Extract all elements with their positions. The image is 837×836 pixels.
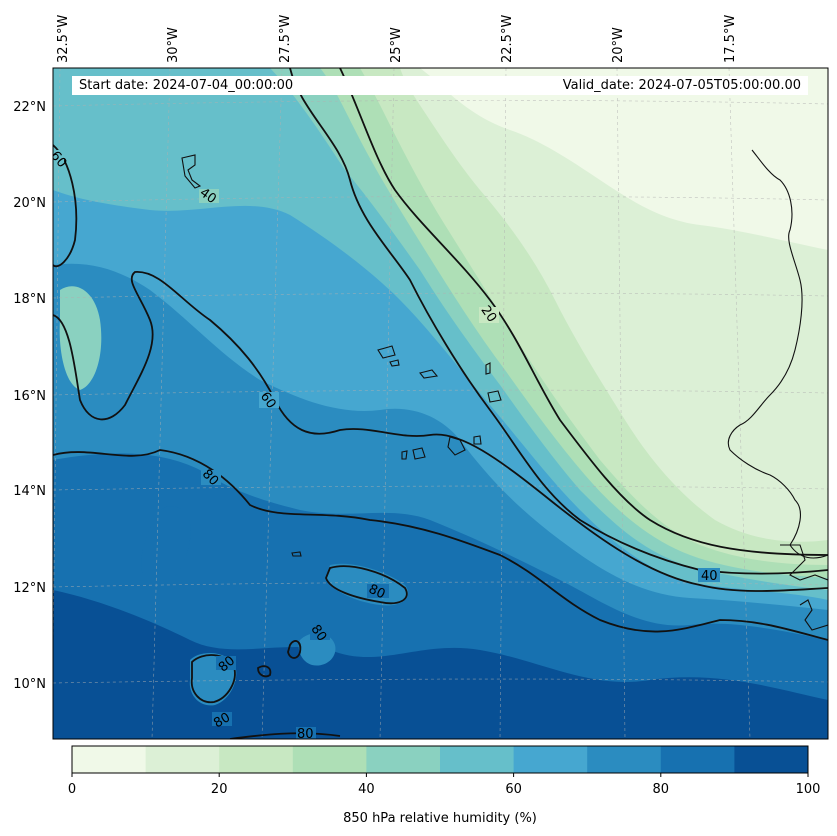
latitude-label: 16°N bbox=[13, 389, 46, 404]
humidity-band-0-10 bbox=[420, 68, 828, 250]
longitude-label: 27.5°W bbox=[278, 15, 293, 63]
contour-line-40 bbox=[53, 144, 78, 268]
island bbox=[181, 154, 202, 189]
latitude-label: 22°N bbox=[13, 100, 46, 115]
contour-line-80 bbox=[257, 665, 272, 678]
contour-line-20 bbox=[339, 68, 828, 556]
latitude-label: 18°N bbox=[13, 292, 46, 307]
contour-line-80 bbox=[287, 640, 302, 659]
longitude-label: 32.5°W bbox=[56, 15, 71, 63]
island bbox=[377, 345, 396, 359]
colorbar-tick-label: 20 bbox=[211, 782, 228, 797]
island bbox=[419, 369, 439, 379]
colorbar-swatch bbox=[660, 746, 735, 773]
contour-label: 80 bbox=[211, 710, 233, 731]
latitude-labels: 22°N 20°N 18°N 16°N 14°N 12°N 10°N bbox=[13, 100, 46, 692]
colorbar-swatch bbox=[513, 746, 588, 773]
longitude-label: 30°W bbox=[166, 27, 181, 63]
colorbar-ticks: 0 20 40 60 80 100 bbox=[68, 773, 821, 797]
contour-label: 80 bbox=[366, 582, 387, 603]
contour-label: 80 bbox=[297, 727, 314, 742]
island bbox=[291, 551, 302, 557]
contour-label: 40 bbox=[701, 569, 718, 584]
longitude-label: 25°W bbox=[389, 27, 404, 63]
contour-line-80 bbox=[229, 732, 341, 739]
colorbar-title: 850 hPa relative humidity (%) bbox=[343, 811, 537, 826]
humidity-blob bbox=[141, 506, 191, 586]
colorbar-swatch bbox=[734, 746, 809, 773]
colorbar-swatch bbox=[587, 746, 662, 773]
start-date-text: Start date: 2024-07-04_00:00:00 bbox=[79, 78, 294, 93]
bissau-islands bbox=[799, 599, 828, 631]
date-info-bar: Start date: 2024-07-04_00:00:00 Valid_da… bbox=[72, 76, 808, 95]
colorbar-frame bbox=[71, 745, 809, 774]
contour-line-80 bbox=[53, 449, 828, 641]
contour-line-80 bbox=[190, 654, 236, 704]
colorbar-swatch bbox=[219, 746, 294, 773]
island bbox=[485, 362, 491, 375]
colorbar-swatch bbox=[292, 746, 367, 773]
colorbar-swatch bbox=[145, 746, 220, 773]
island bbox=[401, 450, 408, 460]
colorbar-tick-label: 100 bbox=[796, 782, 821, 797]
colorbar bbox=[72, 746, 809, 773]
longitude-label: 22.5°W bbox=[500, 15, 515, 63]
longitude-label: 20°W bbox=[611, 27, 626, 63]
colorbar-tick-label: 60 bbox=[505, 782, 522, 797]
longitude-label: 17.5°W bbox=[723, 15, 738, 63]
latitude-label: 14°N bbox=[13, 484, 46, 499]
valid-date-text: Valid_date: 2024-07-05T05:00:00.00 bbox=[562, 78, 801, 93]
longitude-labels: 32.5°W 30°W 27.5°W 25°W 22.5°W 20°W 17.5… bbox=[56, 15, 738, 63]
latitude-label: 12°N bbox=[13, 581, 46, 596]
island bbox=[389, 359, 400, 367]
map-frame bbox=[52, 67, 829, 740]
humidity-blob bbox=[59, 286, 102, 390]
island bbox=[473, 435, 482, 445]
colorbar-tick-label: 40 bbox=[358, 782, 375, 797]
colorbar-tick-label: 0 bbox=[68, 782, 76, 797]
latitude-label: 20°N bbox=[13, 196, 46, 211]
humidity-blob bbox=[298, 633, 336, 666]
bissau-islands bbox=[780, 544, 828, 581]
contour-line-80 bbox=[325, 565, 408, 605]
island bbox=[487, 390, 502, 403]
latitude-label: 10°N bbox=[13, 677, 46, 692]
africa-coastline bbox=[727, 149, 828, 559]
island bbox=[412, 447, 426, 460]
coastlines bbox=[181, 149, 828, 631]
map-plot-area: 60 40 20 60 80 40 80 80 80 80 80 bbox=[53, 68, 828, 742]
contour-label-group: 60 40 20 60 80 40 80 80 80 80 80 bbox=[53, 149, 720, 742]
colorbar-tick-label: 80 bbox=[653, 782, 670, 797]
colorbar-swatch bbox=[440, 746, 515, 773]
colorbar-swatch bbox=[72, 746, 147, 773]
island bbox=[447, 436, 466, 456]
colorbar-swatch bbox=[366, 746, 441, 773]
